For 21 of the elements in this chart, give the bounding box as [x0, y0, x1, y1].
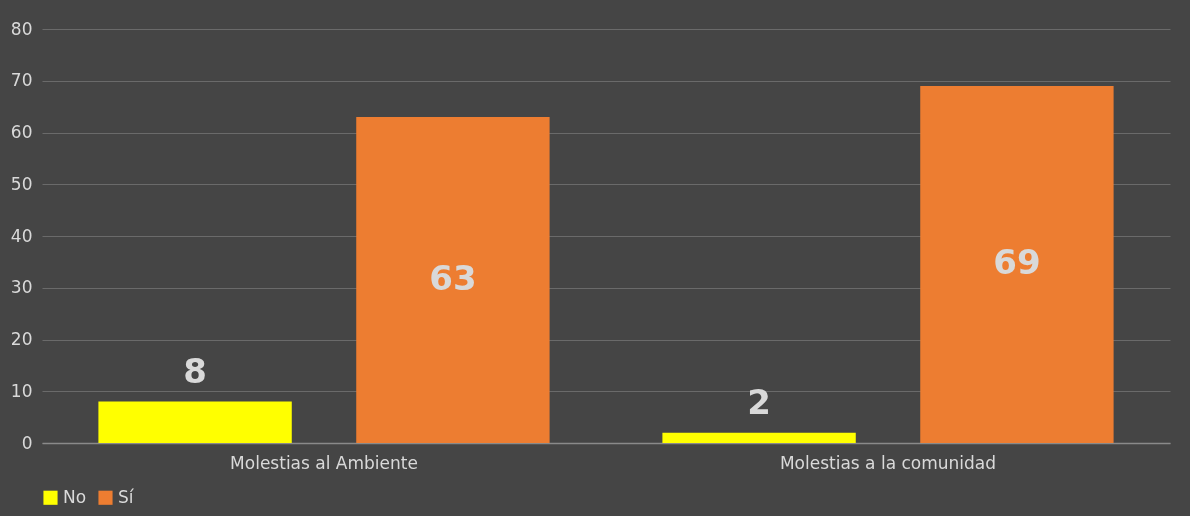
- legend-label: No: [63, 486, 87, 507]
- y-tick-label: 50: [10, 173, 33, 194]
- data-label: 2: [747, 381, 771, 422]
- y-tick-label: 20: [10, 329, 33, 349]
- y-tick-label: 10: [10, 380, 33, 401]
- bar: [356, 116, 550, 443]
- bar: [98, 401, 292, 443]
- legend-label: Sí: [118, 486, 135, 507]
- x-tick-label: Molestias a la comunidad: [779, 452, 997, 473]
- y-tick-label: 60: [10, 122, 33, 142]
- y-tick-label: 70: [10, 70, 33, 91]
- data-label: 63: [429, 257, 477, 298]
- y-tick-label: 30: [10, 277, 33, 298]
- y-tick-label: 0: [21, 432, 33, 453]
- y-tick-label: 80: [10, 18, 33, 39]
- data-label: 69: [993, 242, 1041, 283]
- y-tick-label: 40: [10, 225, 33, 246]
- bar: [920, 85, 1114, 443]
- data-label: 8: [183, 350, 207, 391]
- x-tick-label: Molestias al Ambiente: [230, 452, 418, 473]
- bar: [662, 432, 856, 443]
